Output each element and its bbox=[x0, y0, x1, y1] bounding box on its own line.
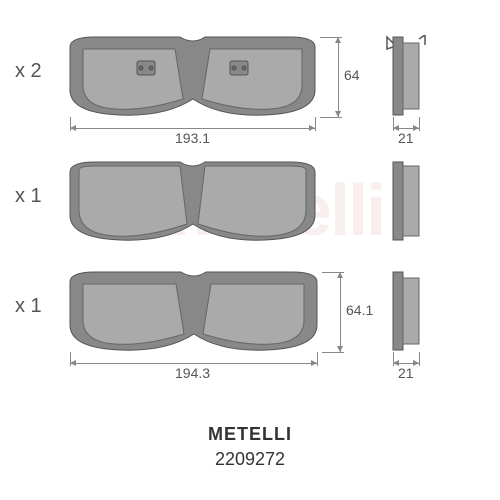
width-dim-row3: 194.3 bbox=[175, 365, 210, 381]
qty-label-row3: x 1 bbox=[15, 295, 42, 318]
brake-pad-side-row3 bbox=[385, 270, 440, 359]
brake-pad-face-row3 bbox=[65, 270, 322, 354]
brake-pad-side-row1 bbox=[385, 35, 440, 124]
part-number: 2209272 bbox=[0, 449, 500, 470]
width-dim-row1: 193.1 bbox=[175, 130, 210, 146]
product-footer: METELLI 2209272 bbox=[0, 424, 500, 470]
qty-label-row1: x 2 bbox=[15, 60, 42, 83]
brake-pad-face-row1 bbox=[65, 35, 320, 119]
brake-pad-side-row2 bbox=[385, 160, 440, 249]
thickness-dim-row3: 21 bbox=[398, 365, 414, 381]
brake-pad-face-row2 bbox=[65, 160, 320, 244]
height-dim-row1: 64 bbox=[344, 67, 360, 83]
technical-diagram: metelli x 2 64 193.1 bbox=[10, 20, 490, 420]
thickness-dim-row1: 21 bbox=[398, 130, 414, 146]
brand-name: METELLI bbox=[0, 424, 500, 445]
height-dim-row3: 64.1 bbox=[346, 302, 373, 318]
qty-label-row2: x 1 bbox=[15, 185, 42, 208]
